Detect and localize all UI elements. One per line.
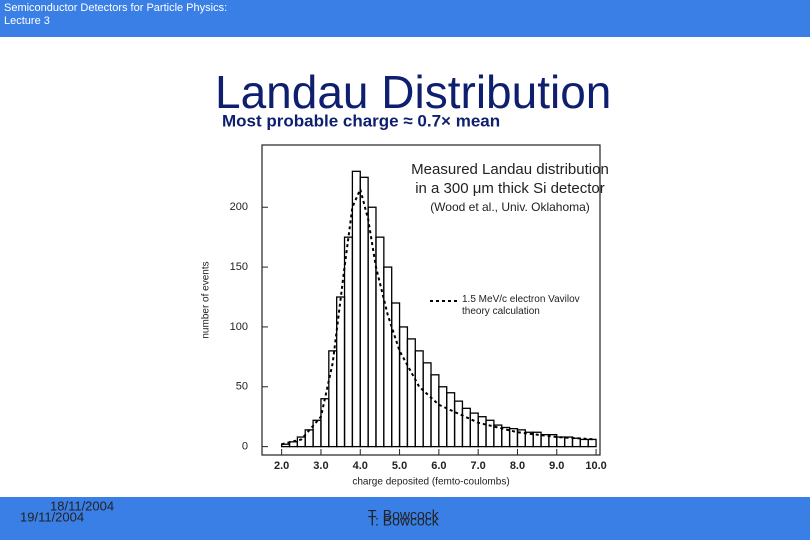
footer-author: T. Bowcock bbox=[368, 513, 440, 529]
chart-annotation: Measured Landau distribution bbox=[411, 161, 609, 178]
x-tick-label: 6.0 bbox=[431, 460, 446, 472]
footer-author: T. Bowcock bbox=[368, 507, 440, 523]
legend-label: 1.5 MeV/c electron Vavilov theory calcul… bbox=[462, 294, 580, 317]
slide-title: Landau Distribution bbox=[215, 66, 611, 118]
chart-annotation: in a 300 μm thick Si detector bbox=[415, 180, 605, 197]
x-tick-label: 3.0 bbox=[313, 460, 328, 472]
footer-date: 19/11/2004 bbox=[20, 509, 84, 524]
x-tick-label: 4.0 bbox=[353, 460, 368, 472]
header-text: Semiconductor Detectors for Particle Phy… bbox=[4, 2, 228, 27]
header-box: Semiconductor Detectors for Particle Phy… bbox=[4, 2, 228, 27]
plot-frame bbox=[261, 144, 601, 456]
y-axis-label: number of events bbox=[201, 261, 212, 338]
theory-curve bbox=[281, 186, 597, 446]
header-bar bbox=[0, 0, 810, 37]
y-tick-label: 100 bbox=[230, 321, 248, 333]
x-tick-label: 10.0 bbox=[585, 460, 606, 472]
chart-annotation: (Wood et al., Univ. Oklahoma) bbox=[430, 200, 590, 214]
y-tick-label: 150 bbox=[230, 261, 248, 273]
y-tick-label: 200 bbox=[230, 201, 248, 213]
x-tick-label: 8.0 bbox=[510, 460, 525, 472]
x-axis-label: charge deposited (femto-coulombs) bbox=[352, 477, 509, 488]
y-tick-label: 50 bbox=[236, 381, 248, 393]
y-tick-label: 0 bbox=[242, 441, 248, 453]
x-tick-label: 7.0 bbox=[471, 460, 486, 472]
chart-panel bbox=[168, 133, 655, 497]
footer-bar bbox=[0, 497, 810, 540]
slide-subtitle: Most probable charge ≈ 0.7× mean bbox=[222, 111, 500, 130]
footer-date: 18/11/2004 bbox=[50, 498, 114, 513]
x-tick-label: 9.0 bbox=[549, 460, 564, 472]
x-tick-label: 2.0 bbox=[274, 460, 289, 472]
x-tick-label: 5.0 bbox=[392, 460, 407, 472]
legend-box: 1.5 MeV/c electron Vavilov theory calcul… bbox=[462, 294, 580, 317]
